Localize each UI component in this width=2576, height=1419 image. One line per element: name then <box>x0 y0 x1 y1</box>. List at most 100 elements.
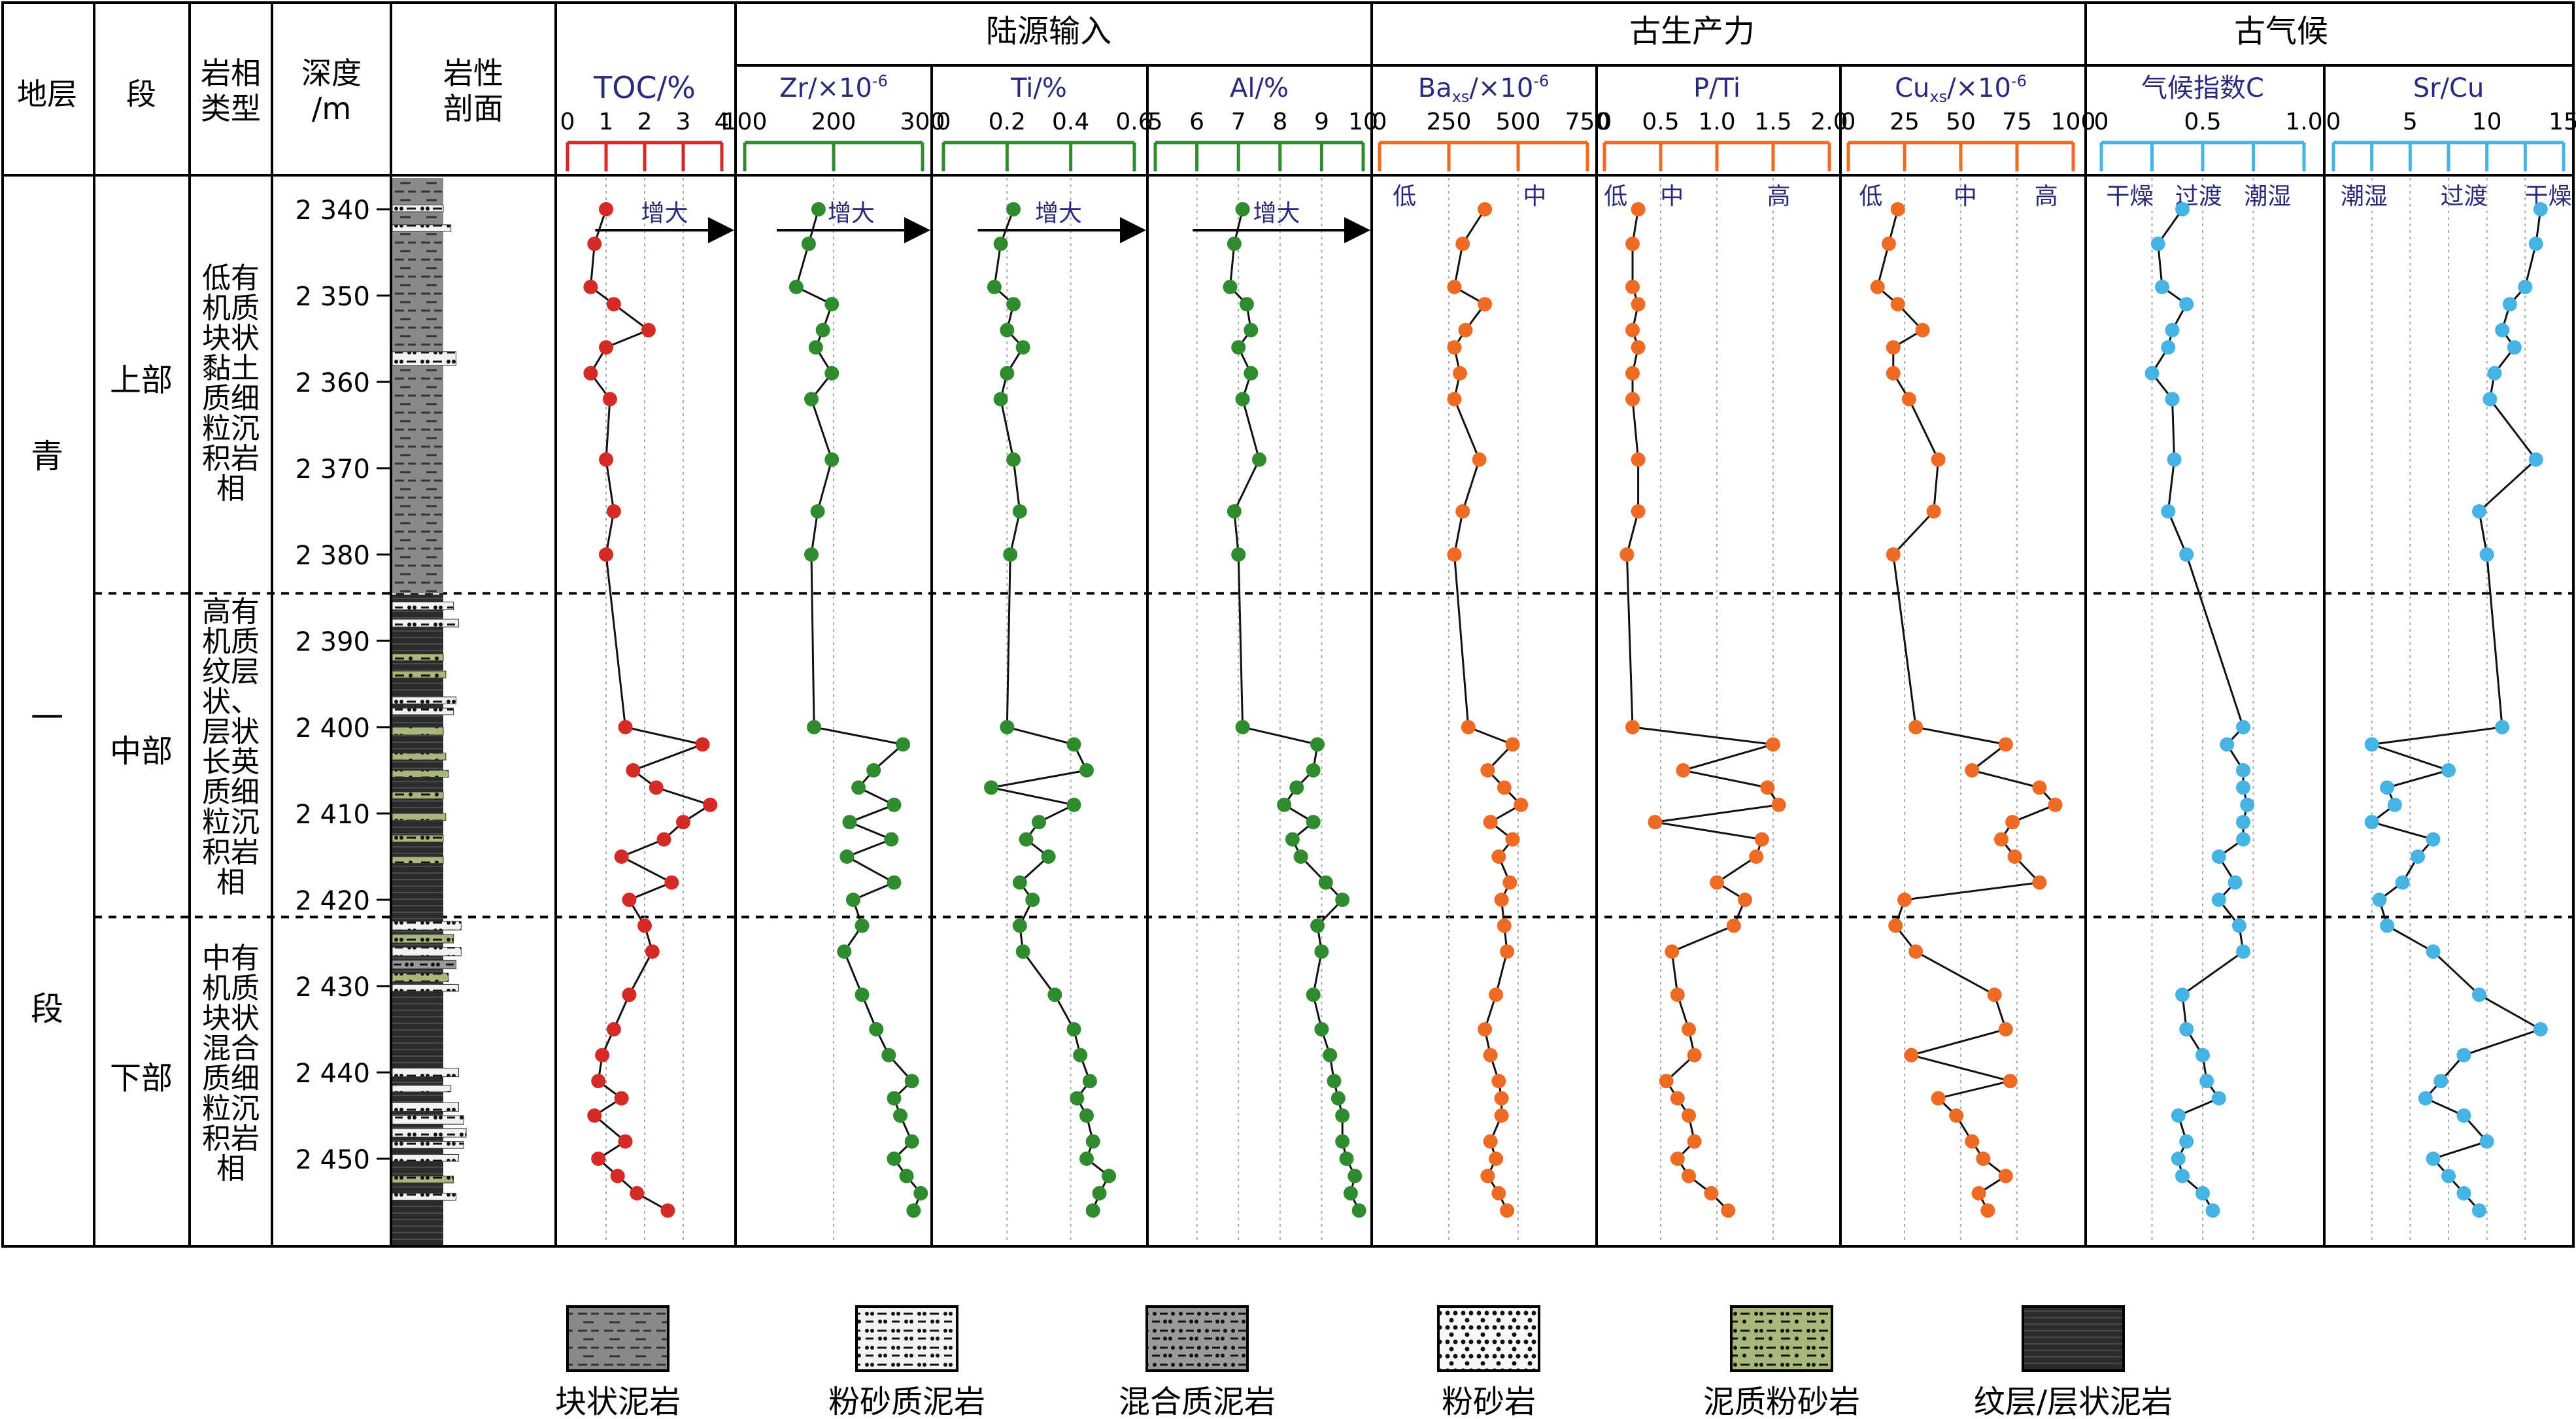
member-label: 上部 <box>110 362 173 399</box>
data-point <box>1447 392 1462 407</box>
axis-tick-label: 0 <box>1841 109 1856 135</box>
data-point <box>2220 737 2235 752</box>
data-point <box>893 1108 907 1123</box>
data-point <box>1998 1022 2013 1036</box>
data-point <box>1670 1152 1685 1166</box>
data-point <box>1682 1169 1696 1184</box>
data-point <box>1949 1108 1964 1123</box>
series-line <box>1876 209 2058 1211</box>
data-point <box>1631 452 1646 467</box>
data-point <box>676 815 690 830</box>
lithology-bed-silty-mudstone <box>392 204 444 213</box>
data-point <box>1619 547 1635 562</box>
data-point <box>1032 815 1046 830</box>
axis-tick-label: 250 <box>1427 109 1472 135</box>
axis-tick-label: 8 <box>1272 109 1287 135</box>
data-point <box>824 452 839 467</box>
facies-label: 中有机质块状混合质细粒沉积岩相 <box>202 942 260 1186</box>
data-point <box>1235 392 1250 407</box>
data-point <box>1494 1108 1509 1123</box>
legend-swatch-massive-mudstone <box>566 1305 669 1372</box>
data-point <box>1514 797 1529 812</box>
data-point <box>660 1203 675 1218</box>
data-point <box>2175 1169 2190 1184</box>
data-point <box>1631 297 1646 312</box>
legend-item: 泥质粉砂岩 <box>1703 1305 1860 1419</box>
data-point <box>855 987 870 1002</box>
data-point <box>1676 763 1691 778</box>
data-point <box>2479 1134 2494 1149</box>
data-point <box>2456 1048 2471 1063</box>
lithology-bed-muddy-siltstone <box>392 670 447 679</box>
data-point <box>1993 832 2008 847</box>
member-label: 中部 <box>110 733 173 770</box>
legend-label: 纹层/层状泥岩 <box>1974 1384 2173 1419</box>
legend-swatch-muddy-siltstone <box>1730 1305 1833 1372</box>
panel-ba-xs: Baxs/×10-6 0 250 500 750 低 中 <box>1372 72 1610 1244</box>
data-point <box>1625 366 1640 381</box>
data-point <box>2236 815 2250 830</box>
data-point <box>804 392 819 407</box>
data-point <box>845 893 860 907</box>
data-point <box>1489 1152 1504 1166</box>
data-point <box>1231 547 1246 562</box>
data-point <box>824 297 839 312</box>
data-point <box>1881 236 1896 251</box>
lithology-column <box>392 178 467 1245</box>
panel-sr-cu: Sr/Cu 0 5 10 15 潮湿 过渡 干燥 <box>2326 73 2576 1244</box>
data-point <box>622 893 637 907</box>
data-point <box>866 763 881 778</box>
data-point <box>1500 944 1515 959</box>
lithology-bed-silty-mudstone <box>392 983 459 992</box>
axis-tick-label: 0 <box>1372 109 1387 135</box>
data-point <box>2411 849 2426 864</box>
axis-tick-label: 300 <box>900 109 945 135</box>
depth-tick-label: 2 360 <box>295 368 370 398</box>
axis-tick-label: 15 <box>2549 109 2576 135</box>
data-point <box>2165 322 2180 337</box>
formation-label: 青 <box>31 437 63 475</box>
series-line <box>991 209 1111 1211</box>
data-point <box>1335 1134 1350 1149</box>
data-point <box>2003 1074 2018 1089</box>
data-point <box>1025 893 1040 907</box>
trend-annotation: 增大 <box>828 200 875 227</box>
data-point <box>1000 720 1015 734</box>
facies-label: 低有机质块状黏土质细粒沉积岩相 <box>202 262 260 505</box>
data-point <box>1670 987 1685 1002</box>
panel-title: Ti/% <box>1010 73 1067 103</box>
data-point <box>1447 547 1462 562</box>
axis-tick-label: 500 <box>1496 109 1541 135</box>
data-point <box>1079 1152 1094 1166</box>
lithology-bed-silty-mudstone <box>392 1115 464 1125</box>
depth-tick-label: 2 340 <box>295 196 370 226</box>
panel-zr: Zr/×10-6 100 200 300 增大 <box>722 72 945 1244</box>
data-point <box>1670 1091 1685 1106</box>
data-point <box>2175 202 2190 216</box>
level-label: 高 <box>1767 183 1791 210</box>
data-point <box>2471 1203 2486 1218</box>
series-line <box>1229 209 1360 1211</box>
depth-tick-label: 2 430 <box>295 972 370 1002</box>
data-point <box>1998 737 2013 752</box>
data-point <box>1085 1203 1100 1218</box>
data-point <box>2471 987 2486 1002</box>
data-point <box>2211 1091 2226 1106</box>
data-point <box>1318 875 1333 890</box>
lithology-bed-silty-mudstone <box>392 1128 467 1138</box>
data-point <box>703 797 718 812</box>
data-point <box>2441 763 2456 778</box>
data-point <box>2441 1169 2456 1184</box>
legend-label: 块状泥岩 <box>555 1384 681 1419</box>
data-point <box>1447 279 1462 294</box>
data-point <box>1478 1022 1493 1036</box>
data-point <box>881 1048 896 1063</box>
axis-tick-label: 1.0 <box>2285 109 2322 135</box>
series-line <box>795 209 923 1211</box>
data-point <box>1458 322 1473 337</box>
data-point <box>2533 1022 2548 1036</box>
data-point <box>1659 1074 1674 1089</box>
data-point <box>1625 236 1640 251</box>
legend-item: 混合质泥岩 <box>1119 1305 1276 1419</box>
